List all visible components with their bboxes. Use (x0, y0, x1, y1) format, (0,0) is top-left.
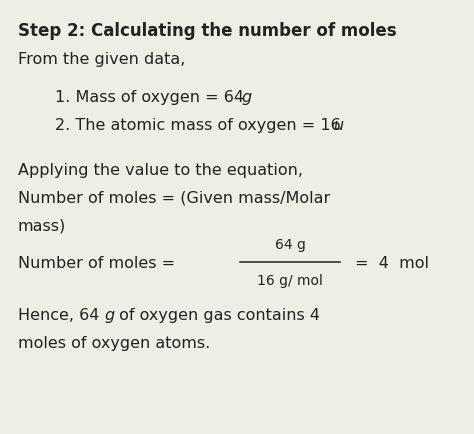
Text: Hence, 64: Hence, 64 (18, 307, 104, 322)
Text: Number of moles =: Number of moles = (18, 255, 180, 270)
Text: g: g (241, 90, 251, 105)
Text: From the given data,: From the given data, (18, 52, 185, 67)
Text: moles of oxygen atoms.: moles of oxygen atoms. (18, 335, 210, 350)
Text: mass): mass) (18, 218, 66, 233)
Text: =  4  mol: = 4 mol (355, 255, 429, 270)
Text: of oxygen gas contains 4: of oxygen gas contains 4 (114, 307, 320, 322)
Text: Step 2: Calculating the number of moles: Step 2: Calculating the number of moles (18, 22, 397, 40)
Text: Number of moles = (Given mass/Molar: Number of moles = (Given mass/Molar (18, 191, 330, 206)
Text: Applying the value to the equation,: Applying the value to the equation, (18, 163, 303, 178)
Text: 2. The atomic mass of oxygen = 16: 2. The atomic mass of oxygen = 16 (55, 118, 346, 133)
Text: u: u (333, 118, 343, 133)
Text: 16 g/ mol: 16 g/ mol (257, 273, 323, 287)
Text: 64 g: 64 g (274, 237, 305, 251)
Text: 1. Mass of oxygen = 64: 1. Mass of oxygen = 64 (55, 90, 249, 105)
Text: g: g (104, 307, 114, 322)
